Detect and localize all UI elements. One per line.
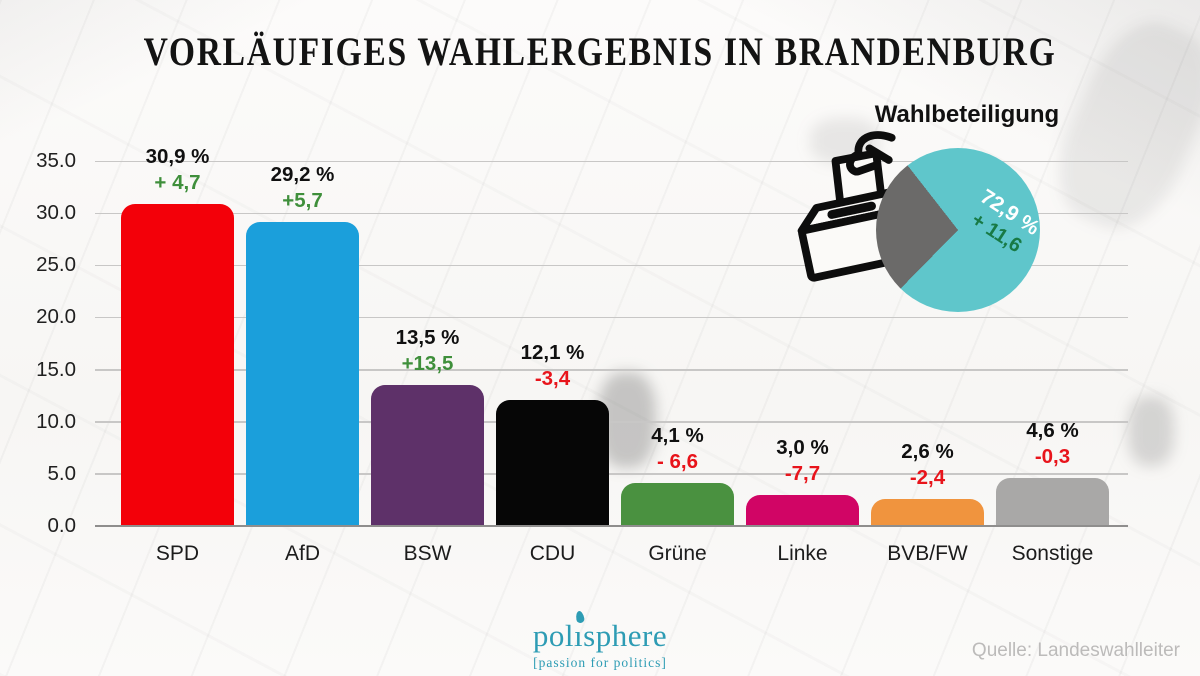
bar-value-label: 12,1 % bbox=[520, 340, 585, 364]
bar-labels: 4,6 % -0,3 bbox=[990, 418, 1115, 470]
bar-labels: 13,5 % +13,5 bbox=[365, 325, 490, 377]
gridline bbox=[95, 160, 1128, 162]
bar-BVB/FW bbox=[871, 498, 984, 526]
bar-value-label: 2,6 % bbox=[901, 439, 954, 463]
bar-change-label: -3,4 bbox=[534, 366, 571, 390]
gridline bbox=[95, 212, 1128, 215]
bar-labels: 29,2 % +5,7 bbox=[240, 162, 365, 214]
bar-slot: 4,1 % - 6,6 Grüne bbox=[615, 161, 740, 565]
y-axis-labels: 0.0 5.0 10.0 15.0 20.0 25.0 30.0 35.0 bbox=[14, 149, 77, 537]
gridline bbox=[95, 421, 1128, 423]
bar-Sonstige bbox=[996, 478, 1109, 526]
brand-wordmark: polısphere bbox=[532, 610, 668, 654]
y-axis-tick-label: 35.0 bbox=[36, 149, 76, 172]
gridline bbox=[95, 264, 1128, 267]
gridline bbox=[95, 369, 1128, 371]
x-axis-label-BVB/FW: BVB/FW bbox=[887, 542, 968, 565]
bar-labels: 4,1 % - 6,6 bbox=[615, 423, 740, 475]
bar-change-label: +13,5 bbox=[401, 352, 454, 376]
y-axis-tick-label: 5.0 bbox=[47, 461, 77, 485]
bar-AfD bbox=[246, 221, 359, 526]
background-silhouette bbox=[1128, 396, 1174, 466]
y-axis-tick-label: 25.0 bbox=[36, 253, 76, 277]
bar-value-label: 4,1 % bbox=[651, 424, 704, 448]
bar-labels: 3,0 % -7,7 bbox=[740, 435, 865, 487]
bar-BSW bbox=[371, 385, 484, 526]
bar-slot: 13,5 % +13,5 BSW bbox=[365, 161, 490, 565]
bar-slot: 2,6 % -2,4 BVB/FW bbox=[865, 161, 990, 565]
y-axis-tick-label: 30.0 bbox=[36, 201, 76, 225]
turnout-pie bbox=[876, 148, 1040, 312]
bar-change-label: +5,7 bbox=[282, 188, 323, 212]
bar-value-label: 13,5 % bbox=[395, 326, 460, 350]
bar-CDU bbox=[496, 399, 609, 526]
y-axis-tick-label: 15.0 bbox=[36, 357, 76, 381]
gridline bbox=[95, 473, 1128, 475]
x-axis-label-Linke: Linke bbox=[777, 542, 828, 565]
turnout-title: Wahlbeteiligung bbox=[874, 101, 1060, 128]
brand-tagline: [passion for politics] bbox=[533, 655, 667, 670]
bar-Linke bbox=[746, 494, 859, 526]
source-credit: Quelle: Landeswahlleiter bbox=[971, 640, 1180, 661]
flame-icon bbox=[574, 610, 585, 624]
bar-labels: 30,9 % + 4,7 bbox=[115, 144, 240, 196]
bar-slot: 12,1 % -3,4 CDU bbox=[490, 161, 615, 565]
x-axis-label-Sonstige: Sonstige bbox=[1011, 542, 1094, 565]
bar-slot: 3,0 % -7,7 Linke bbox=[740, 161, 865, 565]
bar-slot: 30,9 % + 4,7 SPD bbox=[115, 145, 240, 565]
bar-slot: 4,6 % -0,3 Sonstige bbox=[990, 161, 1115, 565]
x-axis-label-Grüne: Grüne bbox=[648, 542, 707, 565]
bar-change-label: + 4,7 bbox=[154, 170, 201, 194]
bar-slot: 29,2 % +5,7 AfD bbox=[240, 161, 365, 565]
bar-value-label: 3,0 % bbox=[776, 435, 829, 459]
wordmark-part: ı bbox=[574, 618, 584, 653]
bar-value-label: 4,6 % bbox=[1026, 419, 1079, 443]
bar-change-label: -2,4 bbox=[909, 465, 946, 489]
x-axis-label-AfD: AfD bbox=[284, 542, 320, 565]
page-title: VORLÄUFIGES WAHLERGEBNIS IN BRANDENBURG bbox=[143, 29, 1057, 74]
y-axis-tick-label: 10.0 bbox=[36, 409, 76, 433]
wordmark-part: sphere bbox=[583, 618, 668, 653]
bar-labels: 2,6 % -2,4 bbox=[865, 439, 990, 491]
ballot-box-icon bbox=[797, 131, 904, 282]
x-axis-line bbox=[95, 524, 1128, 527]
bar-change-label: -0,3 bbox=[1034, 445, 1071, 469]
x-axis-label-CDU: CDU bbox=[529, 542, 576, 565]
bar-Grüne bbox=[621, 483, 734, 526]
bar-change-label: -7,7 bbox=[784, 461, 821, 485]
x-axis-label-BSW: BSW bbox=[403, 542, 452, 565]
y-axis-tick-label: 0.0 bbox=[47, 514, 77, 537]
y-axis-tick-label: 20.0 bbox=[36, 305, 76, 329]
gridline bbox=[95, 316, 1128, 319]
bar-change-label: - 6,6 bbox=[656, 450, 699, 474]
brand-footer: polısphere [passion for politics] bbox=[0, 610, 1200, 671]
bar-labels: 12,1 % -3,4 bbox=[490, 340, 615, 392]
bar-value-label: 30,9 % bbox=[145, 144, 210, 168]
bars-layer: 30,9 % + 4,7 SPD 29,2 % +5,7 AfD 13,5 % +13,5 BS… bbox=[115, 145, 1115, 565]
bar-SPD bbox=[121, 203, 234, 526]
wordmark-part: pol bbox=[532, 618, 575, 653]
x-axis-label-SPD: SPD bbox=[155, 542, 200, 565]
bar-value-label: 29,2 % bbox=[270, 162, 335, 186]
plot-area: 30,9 % + 4,7 SPD 29,2 % +5,7 AfD 13,5 % +13,5 BS… bbox=[95, 145, 1128, 565]
